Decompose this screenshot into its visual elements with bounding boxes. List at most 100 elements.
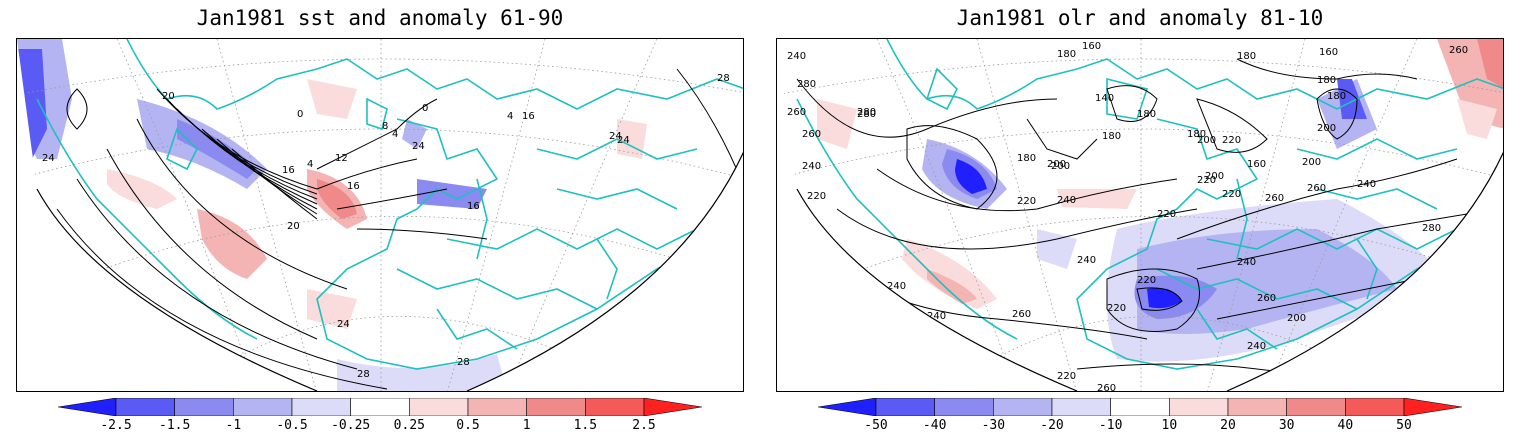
colorbar-tick-label: 0.25 xyxy=(393,418,425,433)
colorbar-high-arrow xyxy=(643,398,702,416)
contour-label: 220 xyxy=(1137,275,1156,286)
contour-label: 180 xyxy=(1187,129,1206,140)
contour-label: 4 xyxy=(392,129,398,140)
colorbar-tick-label: -40 xyxy=(922,418,947,433)
contour-label: 200 xyxy=(1051,161,1070,172)
colorbar-tick-label: -10 xyxy=(1098,418,1123,433)
sst-contour-labels: 0 4 8 12 16 20 24 28 4 0 16 24 28 20 24 … xyxy=(42,73,730,380)
sst-map-title: Jan1981 sst and anomaly 61-90 xyxy=(196,6,564,30)
contour-label: 220 xyxy=(1057,371,1076,382)
colorbar-tick-label: -50 xyxy=(864,418,888,433)
colorbar-bin xyxy=(174,398,234,416)
contour-label: 260 xyxy=(1307,183,1326,194)
olr-anomaly-map: 240 180 160 180 260 280 280 160 180 200 … xyxy=(776,38,1504,392)
contour-label: 200 xyxy=(1205,171,1224,182)
colorbar-bin xyxy=(467,398,527,416)
contour-label: 220 xyxy=(1157,209,1176,220)
colorbar-bin xyxy=(1286,398,1346,416)
colorbar-tick-label: -1 xyxy=(225,418,242,433)
contour-label: 240 xyxy=(1057,195,1076,206)
contour-label: 180 xyxy=(1237,51,1256,62)
contour-label: 180 xyxy=(1102,131,1121,142)
contour-label: 160 xyxy=(1082,41,1101,52)
contour-label: 280 xyxy=(857,109,876,120)
positive-anomaly-area xyxy=(197,209,267,279)
contour-label: 24 xyxy=(609,131,622,142)
contour-label: 180 xyxy=(1327,91,1346,102)
contour-label: 240 xyxy=(1357,179,1376,190)
colorbar-tick-label: 0.5 xyxy=(456,418,480,433)
colorbar-bin xyxy=(233,398,293,416)
colorbar-tick-label: -1.5 xyxy=(159,418,191,433)
contour-label: 240 xyxy=(1247,341,1266,352)
colorbar-bin xyxy=(934,398,994,416)
contour-label: 220 xyxy=(1222,189,1241,200)
contour-label: 280 xyxy=(1447,271,1466,282)
colorbar-bin xyxy=(1169,398,1229,416)
contour-label: 180 xyxy=(1017,153,1036,164)
colorbar-tick-label: 40 xyxy=(1337,418,1354,433)
colorbar-tick-label: -30 xyxy=(981,418,1006,433)
colorbar-bin xyxy=(350,398,410,416)
contour-label: 12 xyxy=(335,153,348,164)
colorbar-bin xyxy=(291,398,351,416)
contour-label: 260 xyxy=(1012,309,1031,320)
colorbar-bin xyxy=(585,398,645,416)
colorbar-bin xyxy=(875,398,935,416)
colorbar-bin xyxy=(409,398,469,416)
contour-label: 0 xyxy=(297,109,303,120)
contour-label: 24 xyxy=(412,141,425,152)
colorbar-tick-label: -0.5 xyxy=(276,418,308,433)
contour-label: 220 xyxy=(1197,175,1216,186)
colorbar-bin xyxy=(993,398,1053,416)
colorbar-tick-label: 10 xyxy=(1161,418,1178,433)
colorbar-low-arrow xyxy=(58,398,117,416)
contour-label: 28 xyxy=(357,369,370,380)
olr-map-title: Jan1981 olr and anomaly 81-10 xyxy=(956,6,1324,30)
sst-anomaly-map: 0 4 8 12 16 20 24 28 4 0 16 24 28 20 24 … xyxy=(16,38,744,392)
colorbar-tick-label: 20 xyxy=(1220,418,1236,433)
colorbar-tick-label: -2.5 xyxy=(100,418,132,433)
colorbar-tick-label: 1.5 xyxy=(573,418,598,433)
sst-colorbar xyxy=(58,398,702,416)
contour-label: 20 xyxy=(287,221,300,232)
contour-label: 220 xyxy=(1017,196,1036,207)
coastlines xyxy=(36,39,743,370)
contour-label: 240 xyxy=(787,51,806,62)
contour-label: 24 xyxy=(617,135,630,146)
contour-label: 260 xyxy=(1265,193,1284,204)
colorbar-tick-label: 2.5 xyxy=(632,418,656,433)
contour-label: 4 xyxy=(507,111,513,122)
colorbar-bin xyxy=(1227,398,1287,416)
sst-contours xyxy=(56,68,743,390)
contour-label: 220 xyxy=(1107,303,1126,314)
colorbar-tick-label: 1 xyxy=(522,418,531,433)
contour-label: 24 xyxy=(337,319,350,330)
contour-label: 260 xyxy=(1449,45,1468,56)
colorbar-low-arrow xyxy=(818,398,877,416)
contour-label: 180 xyxy=(1137,109,1156,120)
contour-label: 4 xyxy=(307,159,313,170)
contour-label: 220 xyxy=(807,191,826,202)
contour-label: 280 xyxy=(1477,253,1496,264)
contour-label: 16 xyxy=(522,111,535,122)
graticule-lines xyxy=(777,39,1503,391)
colorbar-bin xyxy=(526,398,586,416)
contour-label: 0 xyxy=(422,103,428,114)
contour-label: 8 xyxy=(382,121,388,132)
contour-label: 240 xyxy=(927,311,946,322)
contour-label: 16 xyxy=(282,165,295,176)
contour-label: 180 xyxy=(1317,75,1336,86)
contour-label: 260 xyxy=(802,129,821,140)
contour-label: 240 xyxy=(887,281,906,292)
colorbar-bin xyxy=(115,398,175,416)
contour-label: 160 xyxy=(1247,159,1266,170)
contour-label: 220 xyxy=(1222,135,1241,146)
contour-label: 200 xyxy=(1302,157,1321,168)
contour-label: 260 xyxy=(787,107,806,118)
graticule-lines xyxy=(17,39,743,391)
contour-label: 16 xyxy=(467,201,480,212)
contour-label: 16 xyxy=(347,181,360,192)
contour-label: 24 xyxy=(42,153,55,164)
colorbar-bin xyxy=(1345,398,1405,416)
